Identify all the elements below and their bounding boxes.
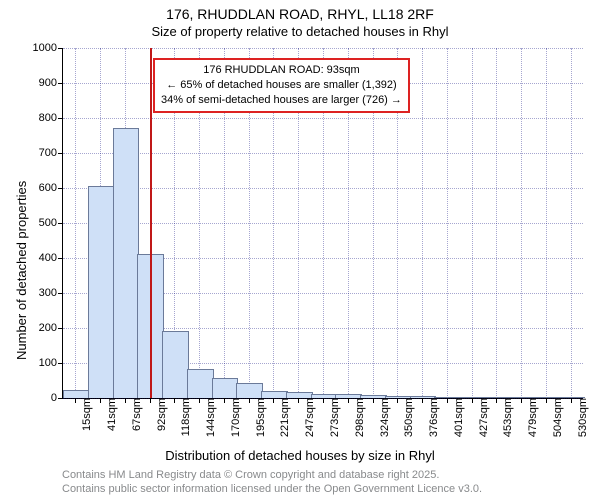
xtick-label: 504sqm: [546, 398, 564, 437]
ytick-label: 300: [39, 287, 63, 299]
xtick-label: 221sqm: [273, 398, 291, 437]
xtick-label: 298sqm: [348, 398, 366, 437]
xtick-label: 144sqm: [199, 398, 217, 437]
xtick-label: 530sqm: [571, 398, 589, 437]
plot-area: 0100200300400500600700800900100015sqm41s…: [62, 48, 583, 399]
xtick-label: 273sqm: [323, 398, 341, 437]
xtick-label: 376sqm: [422, 398, 440, 437]
property-marker-line: [150, 48, 152, 398]
vgridline: [472, 48, 473, 398]
y-axis-label: Number of detached properties: [14, 181, 29, 360]
xtick-label: 350sqm: [397, 398, 415, 437]
vgridline: [75, 48, 76, 398]
bar: [261, 391, 288, 398]
bar: [236, 383, 263, 398]
xtick-label: 118sqm: [174, 398, 192, 436]
xtick-label: 324sqm: [373, 398, 391, 437]
chart-title-line1: 176, RHUDDLAN ROAD, RHYL, LL18 2RF: [0, 6, 600, 22]
xtick-label: 401sqm: [447, 398, 465, 437]
x-axis-label: Distribution of detached houses by size …: [0, 448, 600, 463]
bar: [113, 128, 140, 399]
xtick-label: 453sqm: [496, 398, 514, 437]
ytick-label: 500: [39, 217, 63, 229]
ytick-label: 600: [39, 182, 63, 194]
attribution-line1: Contains HM Land Registry data © Crown c…: [62, 468, 482, 482]
ytick-label: 1000: [33, 42, 63, 54]
xtick-label: 247sqm: [298, 398, 316, 437]
vgridline: [496, 48, 497, 398]
bar: [162, 331, 189, 398]
vgridline: [546, 48, 547, 398]
ytick-label: 0: [51, 392, 63, 404]
xtick-label: 427sqm: [472, 398, 490, 437]
ytick-label: 100: [39, 357, 63, 369]
bar: [187, 369, 214, 398]
chart-title-line2: Size of property relative to detached ho…: [0, 24, 600, 39]
callout-line3: 34% of semi-detached houses are larger (…: [161, 93, 402, 108]
attribution-line2: Contains public sector information licen…: [62, 482, 482, 496]
ytick-label: 900: [39, 77, 63, 89]
bar: [63, 390, 90, 398]
xtick-label: 67sqm: [125, 398, 143, 431]
callout-line1: 176 RHUDDLAN ROAD: 93sqm: [161, 63, 402, 78]
ytick-label: 400: [39, 252, 63, 264]
xtick-label: 92sqm: [150, 398, 168, 431]
xtick-label: 479sqm: [521, 398, 539, 437]
callout-line2: ← 65% of detached houses are smaller (1,…: [161, 78, 402, 93]
bar: [88, 186, 115, 398]
xtick-label: 170sqm: [224, 398, 242, 437]
xtick-label: 195sqm: [249, 398, 267, 437]
vgridline: [571, 48, 572, 398]
vgridline: [422, 48, 423, 398]
ytick-label: 200: [39, 322, 63, 334]
xtick-label: 15sqm: [75, 398, 93, 431]
vgridline: [521, 48, 522, 398]
xtick-label: 41sqm: [100, 398, 118, 431]
ytick-label: 800: [39, 112, 63, 124]
attribution: Contains HM Land Registry data © Crown c…: [62, 468, 482, 497]
ytick-label: 700: [39, 147, 63, 159]
vgridline: [447, 48, 448, 398]
callout-box: 176 RHUDDLAN ROAD: 93sqm ← 65% of detach…: [153, 58, 410, 113]
bar: [212, 378, 239, 398]
chart-container: 176, RHUDDLAN ROAD, RHYL, LL18 2RF Size …: [0, 0, 600, 500]
